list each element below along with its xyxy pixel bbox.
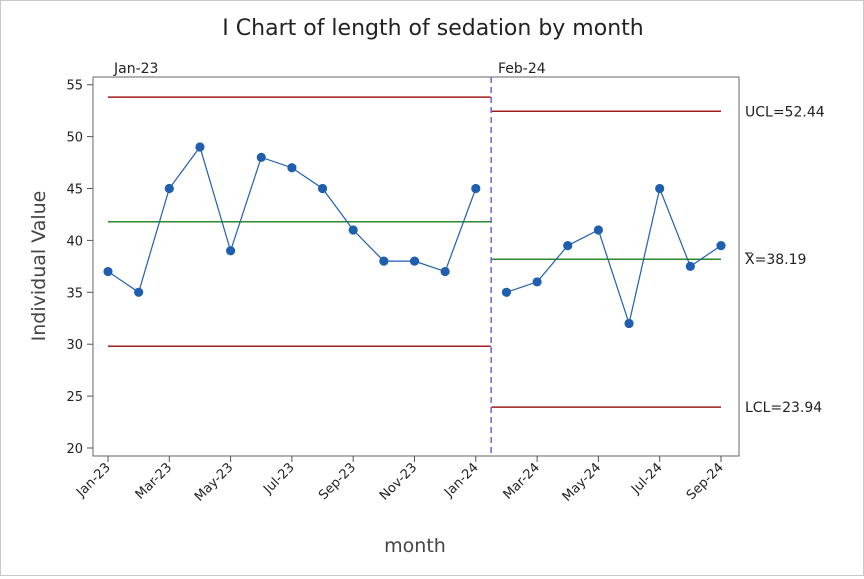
y-tick-label-20: 20	[66, 442, 83, 457]
data-point-Feb-23	[134, 287, 144, 297]
data-point-Sep-24	[716, 240, 726, 251]
data-point-Jul-23	[287, 163, 297, 173]
stage2-label: Feb-24	[498, 61, 546, 77]
y-tick-label-30: 30	[66, 338, 83, 353]
x-tick-label-May-23: May-23	[192, 460, 236, 504]
x-tick-label-Mar-24: Mar-24	[501, 460, 543, 502]
plot-area-border	[92, 76, 740, 457]
y-tick-label-35: 35	[66, 286, 83, 301]
y-tick-label-50: 50	[66, 131, 83, 146]
ucl-label: UCL=52.44	[745, 104, 825, 120]
data-point-Jun-24	[624, 318, 634, 329]
x-axis-title: month	[384, 535, 446, 557]
data-point-Mar-23	[164, 183, 174, 194]
data-point-Nov-23	[409, 256, 420, 266]
x-tick-label-Jul-24: Jul-24	[628, 460, 665, 497]
x-tick-label-Sep-24: Sep-24	[684, 460, 727, 503]
data-point-Jan-23	[103, 266, 113, 277]
data-point-May-23	[226, 246, 236, 256]
y-axis-title: Individual Value	[28, 191, 50, 342]
data-point-Oct-23	[379, 256, 389, 266]
stage1-label: Jan-23	[113, 61, 158, 77]
x-tick-label-Jul-23: Jul-23	[260, 460, 297, 497]
data-point-Aug-24	[685, 261, 695, 271]
x-tick-label-Nov-23: Nov-23	[377, 460, 420, 503]
data-point-Dec-23	[440, 266, 450, 277]
data-point-Jul-24	[655, 183, 665, 194]
center-line-label: X=38.19	[745, 252, 806, 268]
y-tick-label-55: 55	[66, 79, 83, 94]
x-tick-label-Jan-24: Jan-24	[441, 460, 482, 501]
y-tick-label-25: 25	[66, 390, 83, 405]
y-tick-label-45: 45	[66, 183, 83, 198]
chart-title: I Chart of length of sedation by month	[222, 16, 643, 41]
x-tick-label-Sep-23: Sep-23	[316, 460, 359, 503]
x-tick-label-Mar-23: Mar-23	[133, 460, 175, 502]
series-line-stage2	[506, 186, 722, 326]
lcl-label: LCL=23.94	[745, 400, 822, 416]
data-point-Jan-24	[471, 183, 481, 194]
x-tick-label-Jan-23: Jan-23	[73, 460, 114, 501]
data-point-Apr-23	[195, 142, 205, 152]
data-point-May-24	[593, 225, 604, 235]
data-point-Sep-23	[348, 225, 358, 235]
y-tick-label-40: 40	[66, 234, 83, 249]
center-bar-mark: _	[744, 238, 753, 254]
data-point-Feb-24	[501, 287, 512, 297]
data-point-Aug-23	[317, 183, 328, 194]
x-tick-label-May-24: May-24	[560, 460, 604, 504]
data-point-Jun-23	[256, 152, 266, 162]
data-point-Mar-24	[532, 277, 542, 287]
data-point-Apr-24	[563, 240, 573, 251]
